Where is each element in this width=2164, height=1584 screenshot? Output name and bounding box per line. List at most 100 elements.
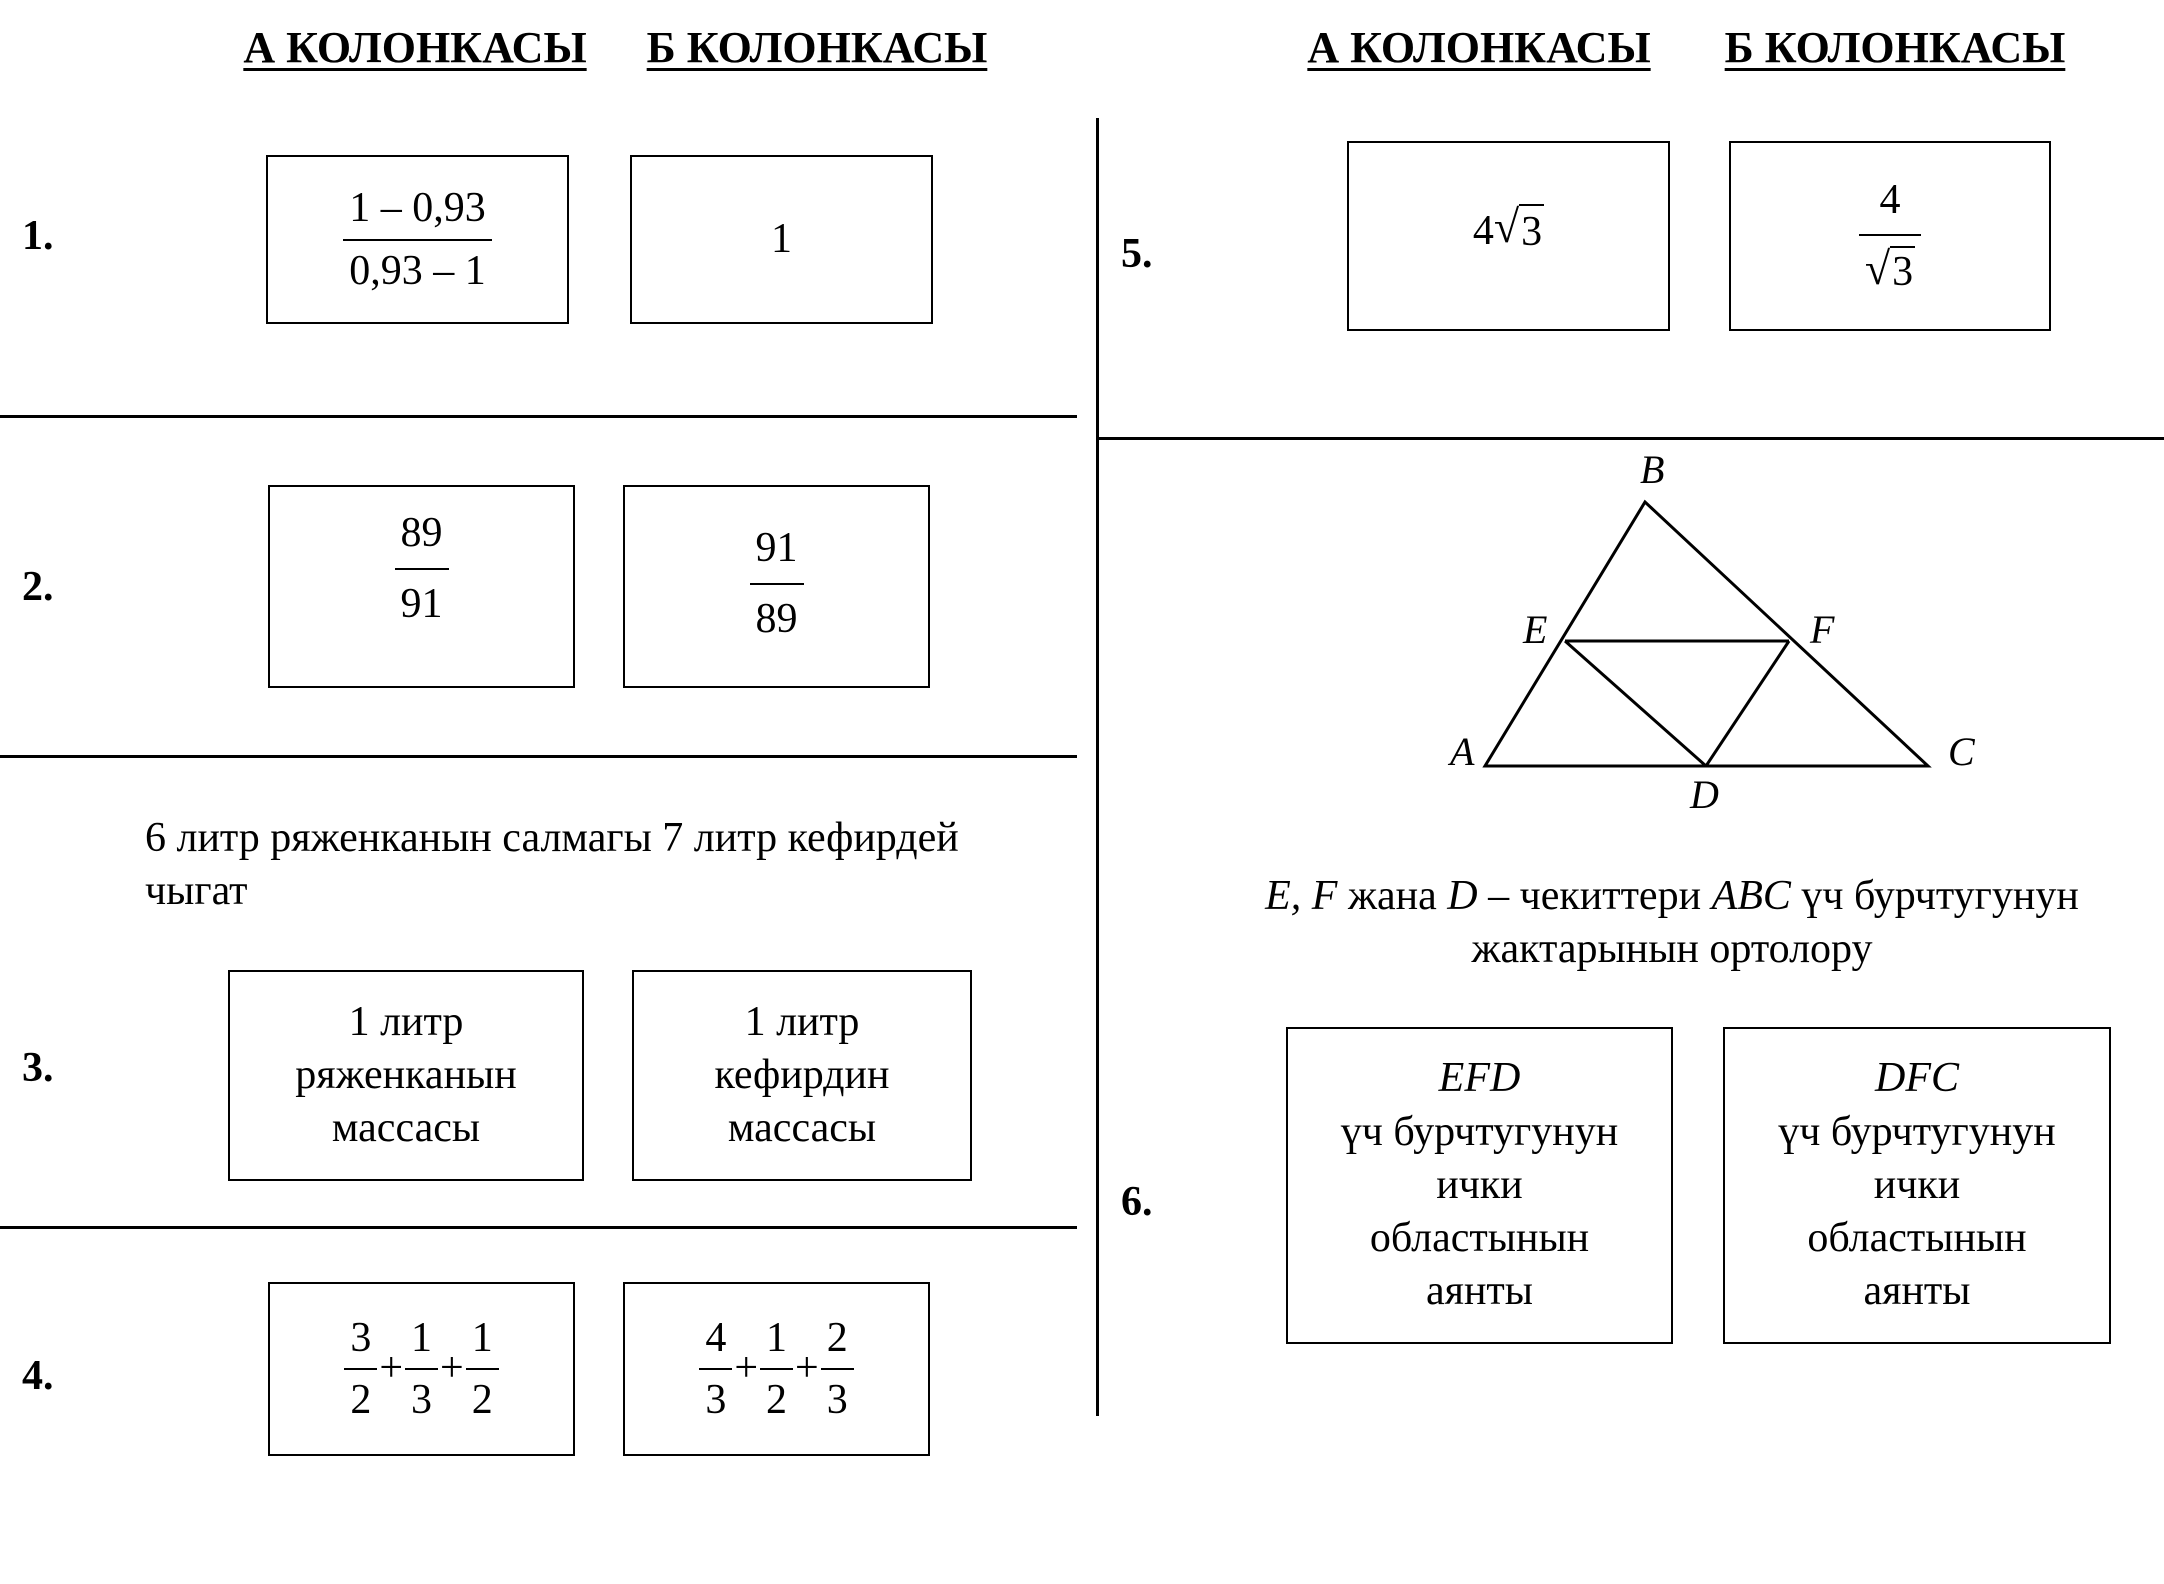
q6-a-line3: ички (1436, 1161, 1523, 1208)
right-column-b-header: Б КОЛОНКАСЫ (1724, 23, 2066, 72)
q2-column-a-box: 89 91 (268, 485, 575, 688)
q4-b-term-2-den: 2 (760, 1368, 793, 1424)
q6-b-line4: областынын (1807, 1215, 2027, 1262)
q5-b-radicand: 3 (1890, 246, 1916, 296)
q6-statement-text: – чекиттери (1477, 873, 1712, 919)
q6-a-line2: үч бурчтугунун (1340, 1108, 1619, 1155)
q3-b-line2: кефирдин (714, 1051, 890, 1098)
q1-column-b-box: 1 (630, 155, 933, 324)
q5-column-b-box: 4 √ 3 (1729, 141, 2051, 331)
q6-b-title: DFC (1875, 1055, 1959, 1102)
q3-a-line3: массасы (331, 1105, 481, 1152)
label-f: F (1809, 607, 1835, 652)
q2-a-denominator: 91 (394, 567, 449, 628)
question-number-1: 1. (22, 213, 54, 259)
label-c: C (1948, 729, 1976, 774)
q2-b-numerator: 91 (755, 525, 798, 572)
divider-q1-q2 (0, 415, 1077, 418)
q6-column-b-box: DFC үч бурчтугунун ички областынын аянты (1723, 1027, 2111, 1344)
divider-q3-q4 (0, 1226, 1077, 1229)
q3-column-a-box: 1 литр ряженканын массасы (228, 970, 584, 1181)
q6-statement-points-ef: E, F (1265, 873, 1338, 919)
q6-a-title: EFD (1438, 1055, 1521, 1102)
q1-b-value: 1 (771, 215, 792, 262)
q2-column-b-box: 91 89 (623, 485, 930, 688)
radical-icon: √ (1493, 201, 1520, 253)
q6-statement-line1: E, F жана D – чекиттери ABC үч бурчтугун… (1180, 870, 2164, 923)
q4-a-term-2-den: 3 (405, 1368, 438, 1424)
q4-a-term-1-den: 2 (344, 1368, 378, 1424)
q4-a-term-3-num: 1 (471, 1314, 493, 1361)
q5-b-sqrt: √ 3 (1864, 243, 1916, 296)
left-column-a-header: А КОЛОНКАСЫ (243, 23, 587, 72)
q1-a-numerator: 1 – 0,93 (349, 185, 486, 232)
q6-a-line5: аянты (1425, 1268, 1533, 1315)
q1-a-fraction: 1 – 0,93 0,93 – 1 (343, 184, 492, 295)
q5-a-radicand: 3 (1519, 204, 1545, 259)
q4-b-term-2-num: 1 (766, 1314, 787, 1361)
question-number-5: 5. (1121, 231, 1153, 277)
q2-b-fraction: 91 89 (749, 524, 804, 643)
q2-a-numerator: 89 (400, 510, 443, 557)
q5-column-a-box: 4 √ 3 (1347, 141, 1670, 331)
q5-a-sqrt: √ 3 (1493, 201, 1545, 259)
q3-statement: 6 литр ряженканын салмагы 7 литр кефирде… (145, 815, 959, 915)
q5-a-expression: 4 √ 3 (1472, 201, 1545, 259)
question-number-4: 4. (22, 1353, 54, 1399)
q6-b-line3: ички (1873, 1161, 1961, 1208)
triangle-abc (1482, 499, 1932, 768)
q1-column-a-box: 1 – 0,93 0,93 – 1 (266, 155, 569, 324)
q3-b-line1: 1 литр (744, 998, 860, 1045)
q4-a-term-3-den: 2 (465, 1368, 499, 1424)
q4-b-term-1-num: 4 (705, 1314, 727, 1361)
q4-a-term-1-num: 3 (350, 1314, 372, 1361)
q4-b-term-1-den: 3 (699, 1368, 733, 1424)
q6-statement-text: үч бурчтугунун (1790, 873, 2079, 919)
q4-a-term-2-num: 1 (411, 1314, 432, 1361)
plus-sign: + (734, 1345, 758, 1392)
divider-q2-q3 (0, 755, 1077, 758)
question-number-2: 2. (22, 564, 54, 610)
q6-statement-point-d: D (1447, 873, 1478, 919)
q2-b-denominator: 89 (749, 582, 804, 643)
plus-sign: + (795, 1345, 819, 1392)
q6-a-line4: областынын (1369, 1215, 1590, 1262)
left-column-b-header: Б КОЛОНКАСЫ (646, 23, 988, 72)
q3-b-line3: массасы (727, 1105, 877, 1152)
q3-a-line1: 1 литр (348, 998, 464, 1045)
question-number-3: 3. (22, 1045, 54, 1091)
q6-statement-text: жана (1337, 873, 1448, 919)
q6-statement-line2: жактарынын ортолору (1471, 926, 1873, 973)
q6-statement-triangle: ABC (1711, 873, 1791, 919)
q6-column-a-box: EFD үч бурчтугунун ички областынын аянты (1286, 1027, 1673, 1344)
divider-q5-q6 (1097, 437, 2164, 440)
q5-b-denominator: √ 3 (1858, 234, 1922, 296)
q6-statement: E, F жана D – чекиттери ABC үч бурчтугун… (1180, 870, 2164, 977)
q2-a-fraction: 89 91 (394, 509, 449, 628)
q4-b-term-3-num: 2 (826, 1314, 848, 1361)
q5-a-coefficient: 4 (1472, 208, 1494, 255)
radical-icon: √ (1864, 243, 1891, 294)
label-a: A (1447, 729, 1475, 774)
right-column-a-header: А КОЛОНКАСЫ (1307, 23, 1651, 72)
q5-b-numerator: 4 (1879, 176, 1901, 223)
segment-fd (1704, 640, 1791, 767)
q3-column-b-box: 1 литр кефирдин массасы (632, 970, 972, 1181)
question-number-6: 6. (1121, 1179, 1153, 1225)
plus-sign: + (379, 1345, 403, 1392)
label-e: E (1522, 607, 1547, 652)
triangle-figure: B E F A C D (1447, 447, 1976, 817)
label-b: B (1640, 447, 1664, 492)
segment-ed (1564, 639, 1707, 768)
q3-a-line2: ряженканын (295, 1051, 517, 1098)
